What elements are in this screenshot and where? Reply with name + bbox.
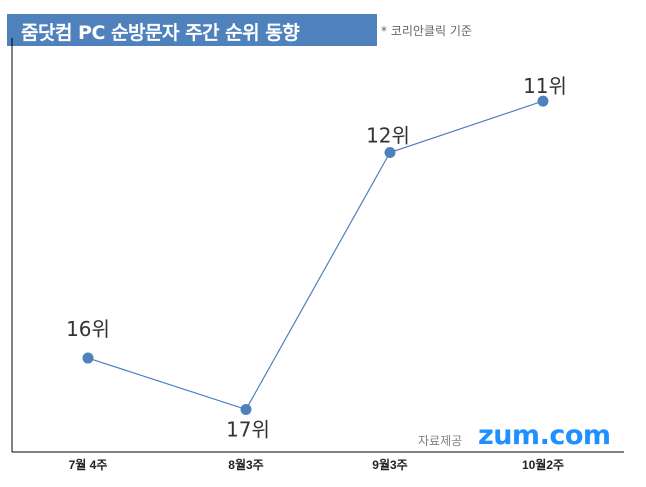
chart-title: 줌닷컴 PC 순방문자 주간 순위 동향 [21, 22, 300, 44]
data-point [384, 147, 396, 158]
data-point [82, 352, 94, 364]
zum-logo: zum.com [478, 420, 611, 451]
source-note: * 코리안클릭 기준 [381, 24, 472, 38]
series-line [87, 100, 544, 411]
data-label: 12위 [366, 124, 410, 148]
x-tick-label: 10월2주 [522, 457, 564, 472]
data-point [240, 403, 252, 415]
data-label: 17위 [226, 417, 270, 441]
data-point [537, 95, 549, 107]
data-label: 16위 [66, 317, 110, 341]
x-tick-label: 9월3주 [372, 457, 407, 472]
title-banner: 줌닷컴 PC 순방문자 주간 순위 동향 [7, 14, 377, 46]
source-label: 자료제공 [418, 434, 463, 448]
x-tick-label: 7월 4주 [69, 457, 108, 472]
data-label: 11위 [523, 74, 567, 98]
x-tick-label: 8월3주 [228, 457, 263, 472]
